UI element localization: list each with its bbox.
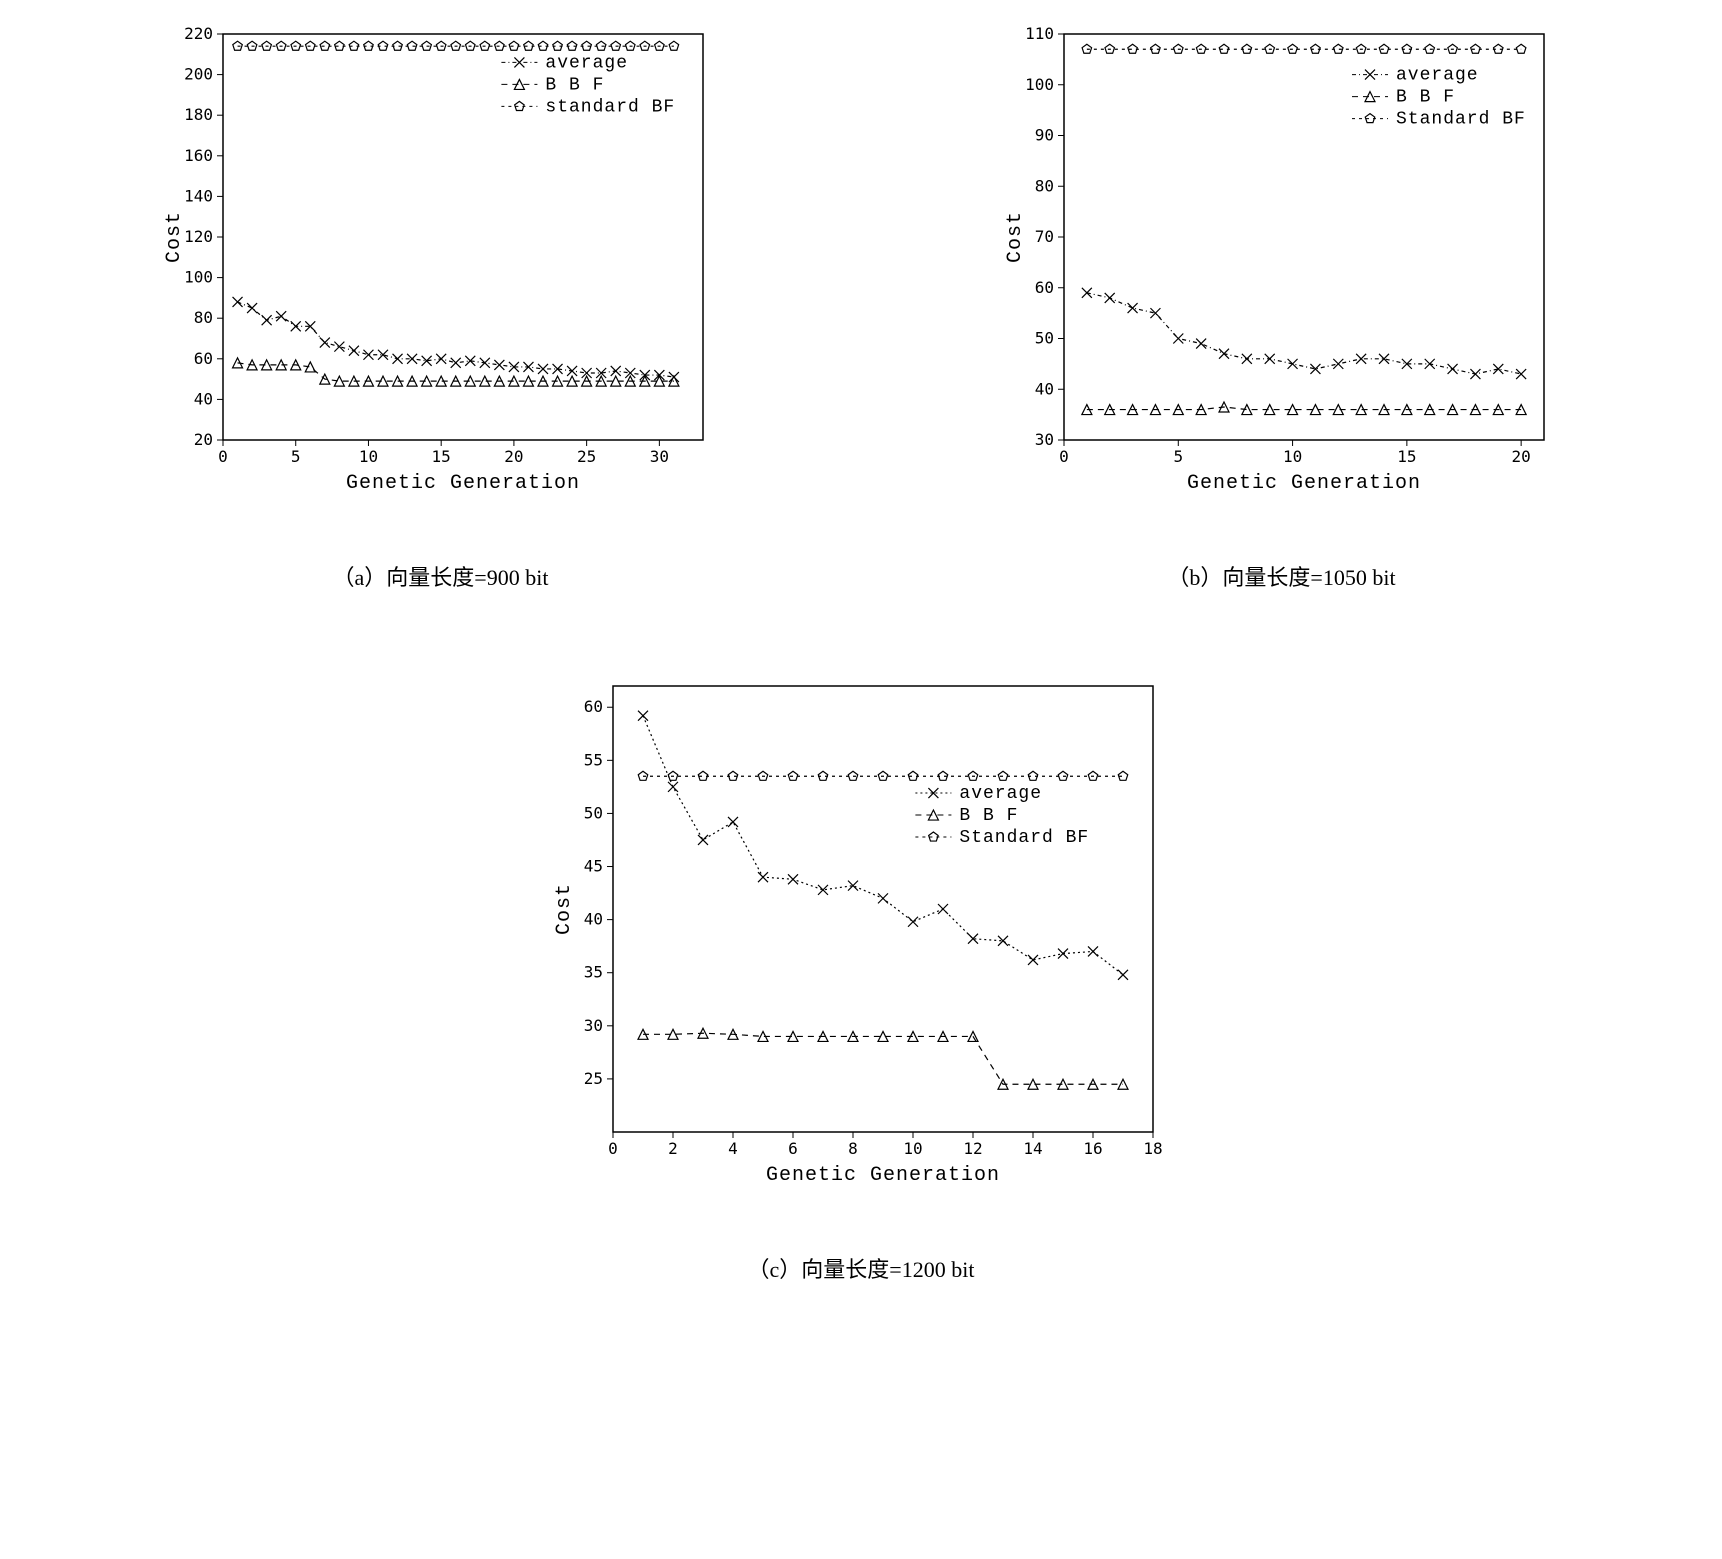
svg-text:40: 40 bbox=[584, 910, 603, 929]
svg-text:160: 160 bbox=[184, 146, 213, 165]
svg-text:50: 50 bbox=[584, 803, 603, 822]
svg-text:14: 14 bbox=[1023, 1139, 1042, 1158]
svg-text:30: 30 bbox=[584, 1016, 603, 1035]
svg-text:100: 100 bbox=[1025, 75, 1054, 94]
svg-text:30: 30 bbox=[649, 447, 668, 466]
svg-text:0: 0 bbox=[608, 1139, 618, 1158]
svg-text:Genetic Generation: Genetic Generation bbox=[766, 1164, 1000, 1187]
svg-text:30: 30 bbox=[1034, 430, 1053, 449]
svg-text:60: 60 bbox=[584, 697, 603, 716]
svg-text:60: 60 bbox=[1034, 278, 1053, 297]
chart-b: 0 5 10 15 20 30 40 50 60 70 80 90 100 110 Genetic Gene… bbox=[1002, 20, 1562, 500]
svg-text:0: 0 bbox=[218, 447, 228, 466]
panel-b: 0 5 10 15 20 30 40 50 60 70 80 90 100 110 Genetic Gene… bbox=[1002, 20, 1562, 592]
svg-text:18: 18 bbox=[1143, 1139, 1162, 1158]
svg-text:4: 4 bbox=[728, 1139, 738, 1158]
svg-text:10: 10 bbox=[903, 1139, 922, 1158]
svg-text:180: 180 bbox=[184, 105, 213, 124]
svg-text:40: 40 bbox=[1034, 379, 1053, 398]
svg-text:0: 0 bbox=[1059, 447, 1069, 466]
svg-text:12: 12 bbox=[963, 1139, 982, 1158]
svg-text:50: 50 bbox=[1034, 329, 1053, 348]
panel-c: 0 2 4 6 8 10 12 14 16 18 25 30 35 40 45 50 55 60 Genetic G… bbox=[20, 672, 1702, 1284]
svg-text:15: 15 bbox=[431, 447, 450, 466]
svg-text:45: 45 bbox=[584, 857, 603, 876]
svg-text:8: 8 bbox=[848, 1139, 858, 1158]
svg-text:20: 20 bbox=[1511, 447, 1530, 466]
caption-b: （b）向量长度=1050 bit bbox=[1167, 560, 1395, 592]
svg-text:80: 80 bbox=[193, 308, 212, 327]
svg-text:Standard BF: Standard BF bbox=[1396, 110, 1526, 130]
svg-text:90: 90 bbox=[1034, 126, 1053, 145]
svg-text:25: 25 bbox=[577, 447, 596, 466]
svg-text:20: 20 bbox=[504, 447, 523, 466]
panel-a: 0 5 10 15 20 25 30 20 40 60 80 100 120 140 160 180 200 22… bbox=[161, 20, 721, 592]
svg-text:B B F: B B F bbox=[545, 75, 604, 95]
svg-text:Cost: Cost bbox=[1004, 211, 1027, 263]
svg-text:40: 40 bbox=[193, 389, 212, 408]
caption-c: （c）向量长度=1200 bit bbox=[748, 1252, 975, 1284]
svg-text:Genetic Generation: Genetic Generation bbox=[345, 472, 579, 495]
svg-text:6: 6 bbox=[788, 1139, 798, 1158]
svg-text:B B F: B B F bbox=[959, 806, 1018, 826]
svg-text:15: 15 bbox=[1397, 447, 1416, 466]
svg-text:110: 110 bbox=[1025, 24, 1054, 43]
chart-c: 0 2 4 6 8 10 12 14 16 18 25 30 35 40 45 50 55 60 Genetic G… bbox=[551, 672, 1171, 1192]
svg-text:5: 5 bbox=[290, 447, 300, 466]
svg-text:2: 2 bbox=[668, 1139, 678, 1158]
svg-text:Cost: Cost bbox=[163, 211, 186, 263]
svg-text:70: 70 bbox=[1034, 227, 1053, 246]
svg-text:average: average bbox=[1396, 66, 1479, 86]
figure-grid: 0510152025302040608010012014016018020022… bbox=[20, 20, 1702, 1364]
svg-text:25: 25 bbox=[584, 1069, 603, 1088]
svg-text:10: 10 bbox=[358, 447, 377, 466]
svg-text:standard BF: standard BF bbox=[545, 97, 675, 117]
chart-a: 0 5 10 15 20 25 30 20 40 60 80 100 120 140 160 180 200 22… bbox=[161, 20, 721, 500]
svg-text:10: 10 bbox=[1282, 447, 1301, 466]
svg-text:80: 80 bbox=[1034, 176, 1053, 195]
svg-text:16: 16 bbox=[1083, 1139, 1102, 1158]
svg-text:35: 35 bbox=[584, 963, 603, 982]
svg-text:120: 120 bbox=[184, 227, 213, 246]
svg-text:55: 55 bbox=[584, 750, 603, 769]
svg-text:100: 100 bbox=[184, 268, 213, 287]
svg-text:220: 220 bbox=[184, 24, 213, 43]
svg-text:average: average bbox=[545, 53, 628, 73]
svg-text:5: 5 bbox=[1173, 447, 1183, 466]
svg-text:200: 200 bbox=[184, 65, 213, 84]
svg-text:B B F: B B F bbox=[1396, 88, 1455, 108]
svg-text:Cost: Cost bbox=[553, 883, 576, 935]
svg-text:average: average bbox=[959, 784, 1042, 804]
svg-text:Standard BF: Standard BF bbox=[959, 828, 1089, 848]
svg-text:Genetic Generation: Genetic Generation bbox=[1186, 472, 1420, 495]
svg-text:140: 140 bbox=[184, 186, 213, 205]
svg-text:20: 20 bbox=[193, 430, 212, 449]
svg-text:60: 60 bbox=[193, 349, 212, 368]
caption-a: （a）向量长度=900 bit bbox=[333, 560, 549, 592]
